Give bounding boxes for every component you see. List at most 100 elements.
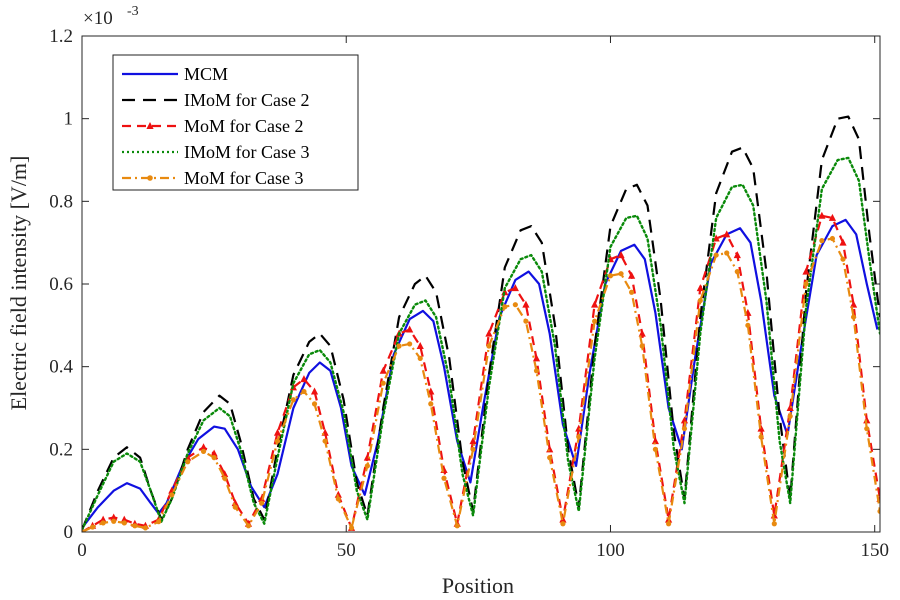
data-point-marker bbox=[629, 289, 635, 295]
data-point-marker bbox=[502, 304, 508, 310]
data-point-marker bbox=[522, 300, 530, 308]
data-point-marker bbox=[591, 300, 599, 308]
data-point-marker bbox=[787, 413, 793, 419]
legend-label: MCM bbox=[184, 64, 228, 84]
data-point-marker bbox=[850, 314, 857, 320]
series-line bbox=[82, 115, 880, 531]
data-point-marker bbox=[758, 434, 764, 440]
y-tick-label: 1 bbox=[64, 109, 74, 130]
legend-entry: MCM bbox=[122, 64, 228, 84]
data-point-marker bbox=[829, 235, 836, 242]
data-point-marker bbox=[485, 329, 493, 337]
data-point-marker bbox=[864, 426, 870, 432]
data-point-marker bbox=[470, 446, 476, 452]
data-point-marker bbox=[301, 388, 307, 395]
data-point-marker bbox=[618, 271, 624, 277]
legend-entry: IMoM for Case 3 bbox=[122, 142, 309, 162]
data-point-marker bbox=[828, 213, 837, 221]
data-point-marker bbox=[734, 269, 740, 275]
data-point-marker bbox=[132, 523, 138, 529]
data-point-marker bbox=[839, 238, 847, 246]
x-tick-label: 50 bbox=[337, 540, 356, 561]
data-point-marker bbox=[639, 343, 645, 349]
legend-entry: IMoM for Case 2 bbox=[122, 90, 309, 110]
data-point-marker bbox=[185, 459, 191, 465]
data-point-marker bbox=[111, 518, 117, 524]
data-point-marker bbox=[110, 513, 118, 521]
data-point-marker bbox=[99, 515, 107, 523]
data-point-marker bbox=[210, 449, 218, 457]
legend-label: MoM for Case 3 bbox=[184, 168, 304, 188]
y-exponent-label: ×10 -3 bbox=[83, 4, 139, 29]
data-point-marker bbox=[724, 250, 730, 256]
data-point-marker bbox=[311, 401, 318, 407]
data-point-marker bbox=[617, 251, 625, 259]
series-line bbox=[82, 218, 879, 529]
legend-marker bbox=[146, 122, 154, 129]
data-point-marker bbox=[364, 463, 370, 469]
data-point-marker bbox=[300, 375, 308, 383]
data-point-marker bbox=[666, 521, 672, 527]
data-point-marker bbox=[121, 520, 127, 526]
data-point-marker bbox=[486, 343, 492, 349]
data-point-marker bbox=[156, 519, 162, 525]
data-point-marker bbox=[697, 297, 703, 304]
y-tick-label: 0.4 bbox=[49, 357, 73, 378]
data-point-marker bbox=[723, 230, 731, 238]
data-point-marker bbox=[245, 523, 252, 529]
data-point-marker bbox=[100, 520, 106, 526]
data-point-marker bbox=[259, 500, 265, 506]
data-point-marker bbox=[713, 252, 719, 258]
data-point-marker bbox=[120, 515, 128, 523]
y-tick-label: 0.6 bbox=[49, 274, 73, 295]
data-point-marker bbox=[512, 302, 518, 308]
data-point-marker bbox=[607, 273, 614, 279]
data-point-marker bbox=[199, 443, 208, 451]
data-point-marker bbox=[592, 318, 598, 324]
exponent-base: ×10 bbox=[83, 8, 113, 29]
data-point-marker bbox=[802, 267, 810, 275]
legend-entry: MoM for Case 3 bbox=[122, 168, 304, 188]
data-point-marker bbox=[511, 284, 519, 292]
data-point-marker bbox=[651, 437, 659, 445]
data-point-marker bbox=[532, 354, 541, 362]
series-imom-for-case-2 bbox=[82, 115, 880, 531]
axis-ticks: 0 50 100 150 0 0.2 0.4 0.6 0.8 1 1.2 bbox=[49, 26, 889, 561]
y-tick-label: 0.2 bbox=[49, 439, 73, 460]
legend-label: IMoM for Case 3 bbox=[184, 142, 309, 162]
data-point-marker bbox=[877, 508, 880, 514]
series-line bbox=[82, 237, 880, 532]
series-mom-for-case-3 bbox=[82, 235, 880, 532]
data-point-marker bbox=[310, 387, 319, 395]
data-point-marker bbox=[211, 455, 217, 461]
data-point-marker bbox=[469, 437, 477, 445]
x-tick-label: 100 bbox=[596, 540, 625, 561]
data-point-marker bbox=[428, 401, 434, 407]
data-point-marker bbox=[560, 521, 566, 527]
data-point-marker bbox=[533, 368, 540, 374]
data-point-marker bbox=[696, 284, 704, 292]
y-tick-label: 1.2 bbox=[49, 26, 73, 47]
data-point-marker bbox=[406, 325, 414, 333]
data-point-marker bbox=[628, 271, 636, 279]
data-point-marker bbox=[733, 251, 741, 259]
y-tick-label: 0 bbox=[64, 522, 74, 543]
data-point-marker bbox=[89, 524, 96, 530]
series-mcm bbox=[82, 218, 879, 529]
data-point-marker bbox=[169, 492, 175, 498]
data-point-marker bbox=[82, 529, 85, 532]
data-point-marker bbox=[290, 397, 296, 403]
data-point-marker bbox=[396, 343, 402, 349]
data-point-marker bbox=[417, 355, 423, 361]
legend-label: MoM for Case 2 bbox=[184, 116, 304, 136]
data-point-marker bbox=[576, 434, 582, 440]
data-point-marker bbox=[638, 329, 646, 337]
x-tick-label: 0 bbox=[77, 540, 87, 561]
data-point-marker bbox=[771, 521, 777, 527]
legend-box bbox=[112, 54, 359, 191]
data-point-marker bbox=[523, 318, 529, 324]
data-point-marker bbox=[200, 448, 207, 454]
data-point-marker bbox=[258, 494, 266, 502]
legend: MCM IMoM for Case 2 MoM for Case 2 IMoM for… bbox=[112, 54, 359, 191]
